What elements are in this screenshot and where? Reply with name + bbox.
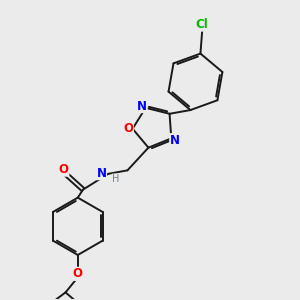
Text: H: H [112,174,120,184]
Text: N: N [137,100,147,112]
Text: O: O [123,122,134,135]
Text: N: N [97,167,106,180]
Text: N: N [170,134,180,147]
Text: Cl: Cl [196,18,208,31]
Text: O: O [59,163,69,176]
Text: O: O [73,267,83,280]
